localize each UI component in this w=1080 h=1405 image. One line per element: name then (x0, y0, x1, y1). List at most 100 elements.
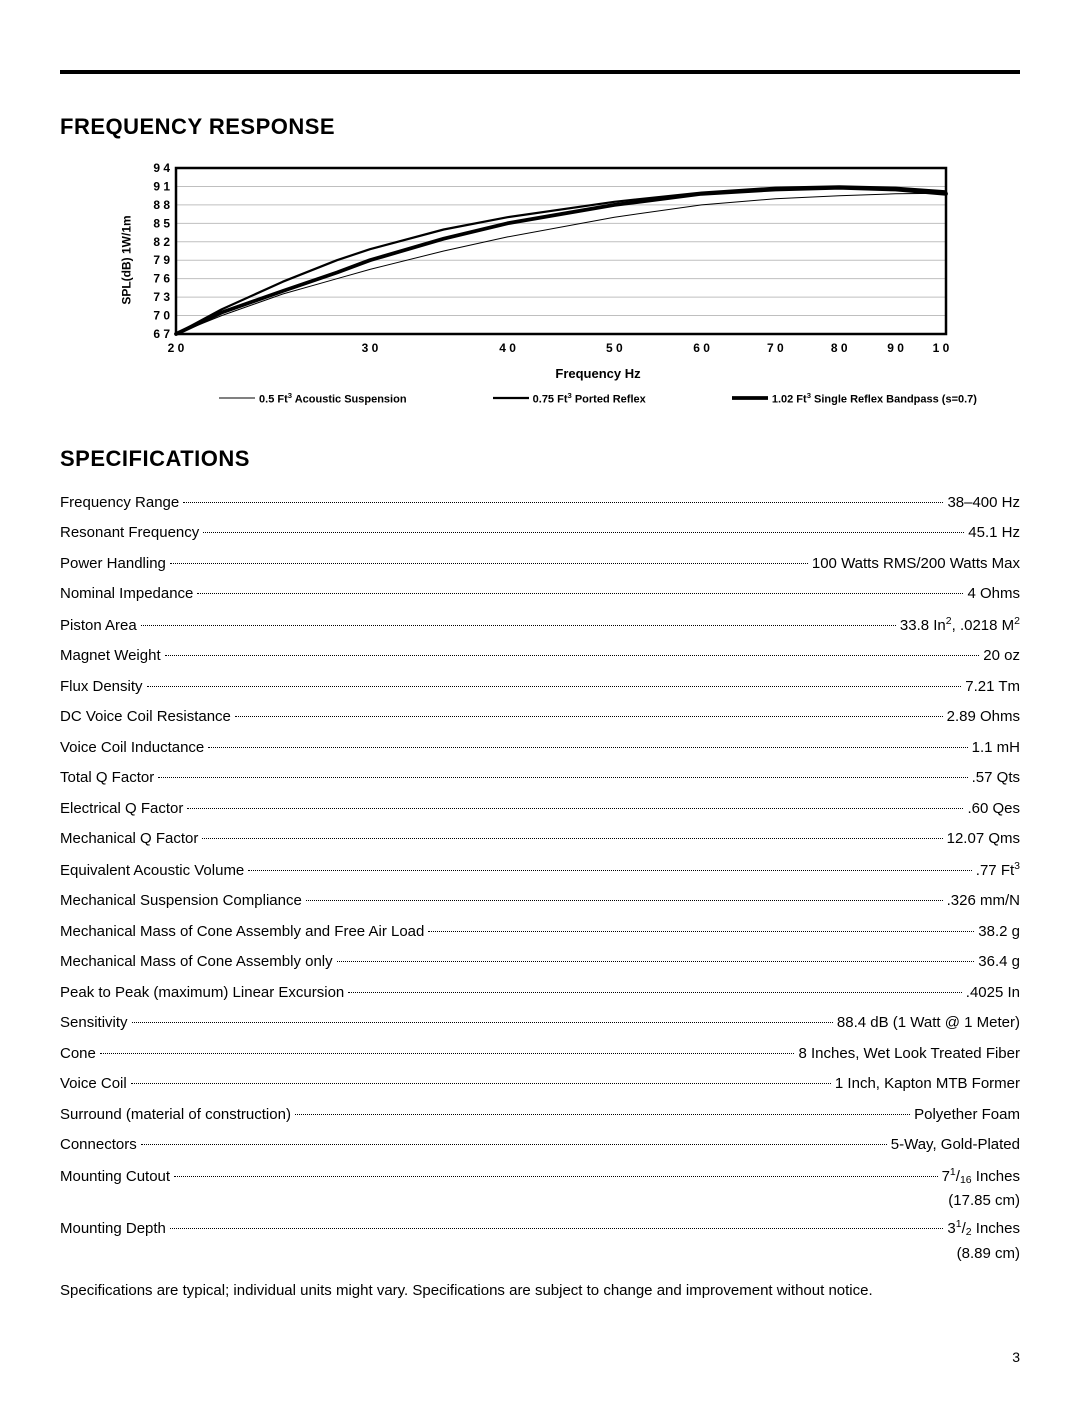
spec-row: Mechanical Q Factor 12.07 Qms (60, 828, 1020, 851)
spec-value: 1 Inch, Kapton MTB Former (835, 1073, 1020, 1096)
svg-text:5 0: 5 0 (606, 341, 623, 355)
spec-value: 45.1 Hz (968, 522, 1020, 545)
spec-value: 100 Watts RMS/200 Watts Max (812, 553, 1020, 576)
spec-row: Nominal Impedance 4 Ohms (60, 583, 1020, 606)
spec-value: Polyether Foam (914, 1104, 1020, 1127)
spec-label: Mechanical Mass of Cone Assembly and Fre… (60, 921, 424, 944)
spec-row: Frequency Range 38–400 Hz (60, 492, 1020, 515)
spec-value: .326 mm/N (947, 890, 1020, 913)
page-number: 3 (60, 1349, 1020, 1365)
spec-row: Sensitivity 88.4 dB (1 Watt @ 1 Meter) (60, 1012, 1020, 1035)
spec-leader-dots (203, 532, 964, 533)
legend-label: 1.02 Ft3 Single Reflex Bandpass (s=0.7) (772, 391, 977, 406)
spec-row: Cone 8 Inches, Wet Look Treated Fiber (60, 1043, 1020, 1066)
spec-label: Total Q Factor (60, 767, 154, 790)
svg-text:8 8: 8 8 (153, 198, 170, 212)
spec-row: Flux Density 7.21 Tm (60, 676, 1020, 699)
spec-value: 2.89 Ohms (947, 706, 1020, 729)
spec-value: 31/2 Inches (947, 1217, 1020, 1241)
spec-row: Piston Area 33.8 In2, .0218 M2 (60, 614, 1020, 638)
spec-value: 33.8 In2, .0218 M2 (900, 614, 1020, 638)
spec-leader-dots (170, 563, 808, 564)
spec-value: 88.4 dB (1 Watt @ 1 Meter) (837, 1012, 1020, 1035)
svg-text:9 4: 9 4 (153, 161, 170, 175)
spec-row: Total Q Factor .57 Qts (60, 767, 1020, 790)
spec-label: Mechanical Suspension Compliance (60, 890, 302, 913)
spec-leader-dots (132, 1022, 833, 1023)
spec-leader-dots (158, 777, 967, 778)
legend-item: 0.75 Ft3 Ported Reflex (493, 391, 646, 406)
spec-row: Mechanical Suspension Compliance .326 mm… (60, 890, 1020, 913)
spec-row: Voice Coil Inductance 1.1 mH (60, 737, 1020, 760)
spec-label: DC Voice Coil Resistance (60, 706, 231, 729)
spec-leader-dots (183, 502, 943, 503)
specs-list: Frequency Range 38–400 Hz Resonant Freque… (60, 492, 1020, 1262)
spec-leader-dots (147, 686, 962, 687)
spec-leader-dots (428, 931, 974, 932)
spec-row: Resonant Frequency 45.1 Hz (60, 522, 1020, 545)
spec-leader-dots (165, 655, 980, 656)
svg-text:7 6: 7 6 (153, 272, 170, 286)
spec-row: Equivalent Acoustic Volume .77 Ft3 (60, 859, 1020, 883)
spec-leader-dots (208, 747, 967, 748)
spec-label: Connectors (60, 1134, 137, 1157)
legend-label: 0.75 Ft3 Ported Reflex (533, 391, 646, 406)
chart-xlabel: Frequency Hz (176, 366, 1020, 381)
spec-value: 38.2 g (978, 921, 1020, 944)
svg-text:3 0: 3 0 (362, 341, 379, 355)
spec-label: Mechanical Q Factor (60, 828, 198, 851)
spec-label: Electrical Q Factor (60, 798, 183, 821)
spec-row: Peak to Peak (maximum) Linear Excursion … (60, 982, 1020, 1005)
spec-row: Connectors 5-Way, Gold-Plated (60, 1134, 1020, 1157)
spec-leader-dots (306, 900, 943, 901)
legend-item: 0.5 Ft3 Acoustic Suspension (219, 391, 407, 406)
svg-text:6 7: 6 7 (153, 327, 170, 341)
spec-label: Surround (material of construction) (60, 1104, 291, 1127)
spec-row: Power Handling 100 Watts RMS/200 Watts M… (60, 553, 1020, 576)
svg-text:2 0: 2 0 (168, 341, 185, 355)
spec-value: .60 Qes (967, 798, 1020, 821)
spec-value: .77 Ft3 (976, 859, 1020, 883)
svg-text:7 9: 7 9 (153, 253, 170, 267)
svg-text:1 0 0: 1 0 0 (933, 341, 950, 355)
spec-value: 38–400 Hz (947, 492, 1020, 515)
spec-value: 7.21 Tm (965, 676, 1020, 699)
spec-label: Mechanical Mass of Cone Assembly only (60, 951, 333, 974)
spec-value: 71/16 Inches (942, 1165, 1020, 1189)
svg-text:7 0: 7 0 (767, 341, 784, 355)
spec-subvalue: (17.85 cm) (60, 1192, 1020, 1209)
svg-text:8 5: 8 5 (153, 216, 170, 230)
spec-leader-dots (141, 1144, 887, 1145)
spec-value: 36.4 g (978, 951, 1020, 974)
spec-row: Mounting Cutout 71/16 Inches (60, 1165, 1020, 1189)
spec-label: Equivalent Acoustic Volume (60, 860, 244, 883)
chart-ylabel: SPL(dB) 1W/1m (120, 215, 134, 304)
spec-label: Piston Area (60, 615, 137, 638)
legend-label: 0.5 Ft3 Acoustic Suspension (259, 391, 407, 406)
spec-label: Frequency Range (60, 492, 179, 515)
specs-footnote: Specifications are typical; individual u… (60, 1282, 1020, 1299)
spec-value: .57 Qts (972, 767, 1020, 790)
svg-text:8 2: 8 2 (153, 235, 170, 249)
spec-leader-dots (100, 1053, 795, 1054)
svg-text:6 0: 6 0 (693, 341, 710, 355)
spec-label: Mounting Depth (60, 1218, 166, 1241)
chart-legend: 0.5 Ft3 Acoustic Suspension 0.75 Ft3 Port… (176, 391, 1020, 406)
spec-leader-dots (187, 808, 963, 809)
spec-value: 1.1 mH (972, 737, 1020, 760)
spec-label: Resonant Frequency (60, 522, 199, 545)
svg-text:7 3: 7 3 (153, 290, 170, 304)
spec-label: Magnet Weight (60, 645, 161, 668)
top-rule (60, 70, 1020, 74)
section-title-specs: SPECIFICATIONS (60, 446, 1020, 472)
spec-value: .4025 In (966, 982, 1020, 1005)
spec-label: Flux Density (60, 676, 143, 699)
svg-text:4 0: 4 0 (499, 341, 516, 355)
spec-value: 5-Way, Gold-Plated (891, 1134, 1020, 1157)
svg-text:8 0: 8 0 (831, 341, 848, 355)
spec-leader-dots (337, 961, 975, 962)
spec-leader-dots (131, 1083, 831, 1084)
spec-label: Nominal Impedance (60, 583, 193, 606)
spec-value: 4 Ohms (967, 583, 1020, 606)
spec-row: Surround (material of construction) Poly… (60, 1104, 1020, 1127)
